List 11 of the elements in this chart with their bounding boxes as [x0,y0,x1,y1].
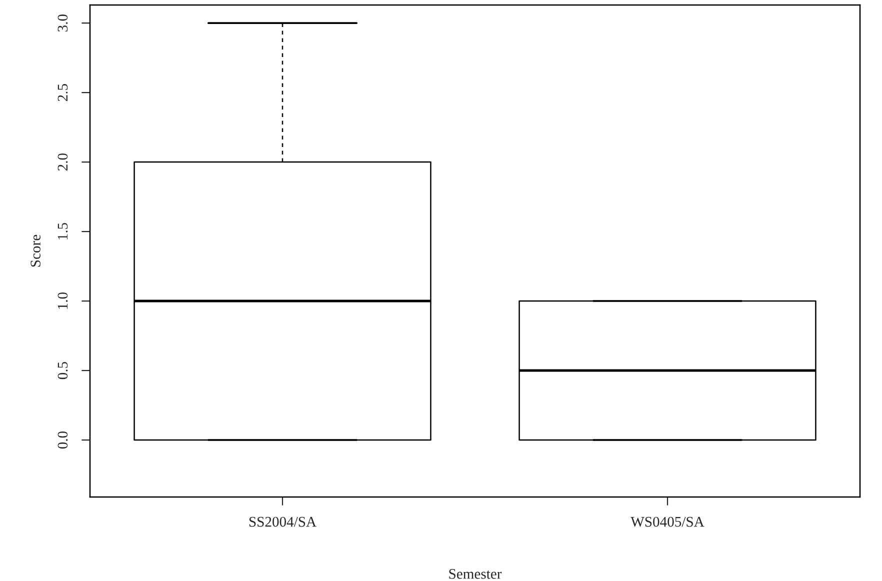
y-tick-label: 3.0 [58,14,68,32]
x-tick-label: SS2004/SA [249,516,316,527]
x-axis-title: Semester [449,569,502,579]
y-tick-label: 0.5 [58,362,68,380]
y-tick-label: 1.5 [58,222,68,240]
y-tick-label: 2.0 [58,153,68,171]
y-axis-title: Score [30,234,40,267]
y-tick-label: 2.5 [58,84,68,102]
y-tick-label: 0.0 [58,431,68,449]
x-tick-label: WS0405/SA [630,516,704,527]
y-tick-label: 1.0 [58,292,68,309]
